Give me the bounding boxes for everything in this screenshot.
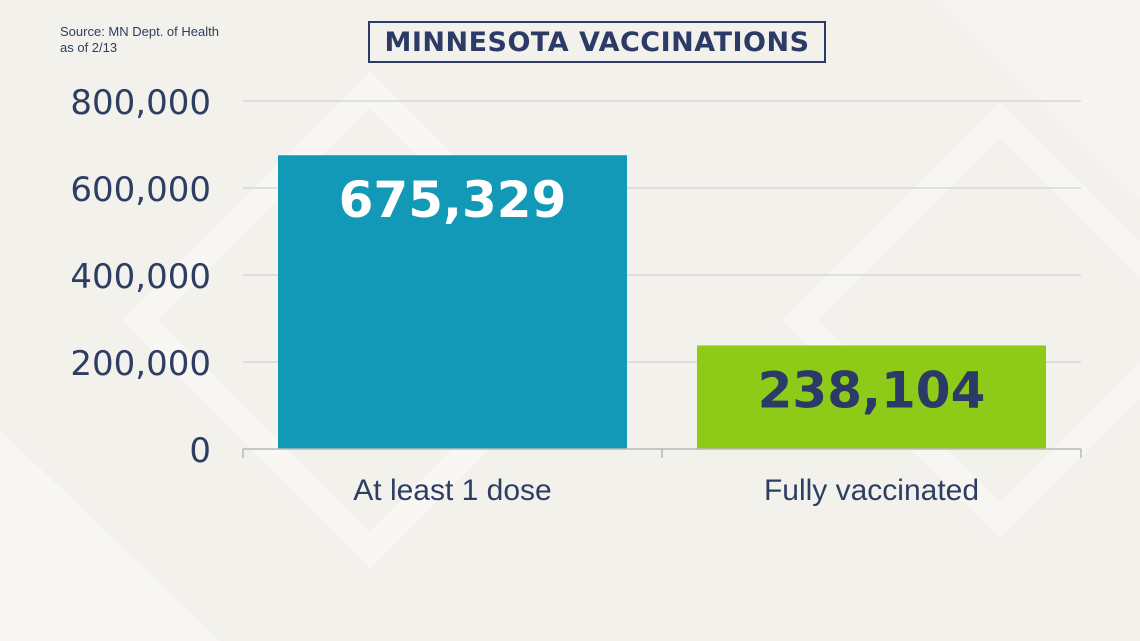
data-label: 675,329 [339,171,567,229]
data-labels: 675,329 238,104 [339,171,986,419]
y-tick-label: 400,000 [70,257,211,297]
chart-title: MINNESOTA VACCINATIONS [384,26,810,58]
chart-title-box: MINNESOTA VACCINATIONS [368,21,826,63]
data-label: 238,104 [758,361,986,419]
source-note: Source: MN Dept. of Health as of 2/13 [60,24,219,56]
y-tick-label: 0 [189,431,211,471]
date-line: as of 2/13 [60,40,118,55]
bar-1 [278,155,627,450]
bars [278,155,1046,450]
x-category-label: At least 1 dose [353,474,551,507]
bar-2 [697,345,1046,449]
x-category-label: Fully vaccinated [764,474,979,507]
y-tick-label: 200,000 [70,344,211,384]
x-axis-category-labels: At least 1 dose Fully vaccinated [353,474,979,507]
y-tick-label: 800,000 [70,83,211,123]
y-axis-tick-labels: 0 200,000 400,000 600,000 800,000 [70,83,211,471]
source-line: Source: MN Dept. of Health [60,24,219,39]
y-tick-label: 600,000 [70,170,211,210]
x-axis [242,448,1082,458]
